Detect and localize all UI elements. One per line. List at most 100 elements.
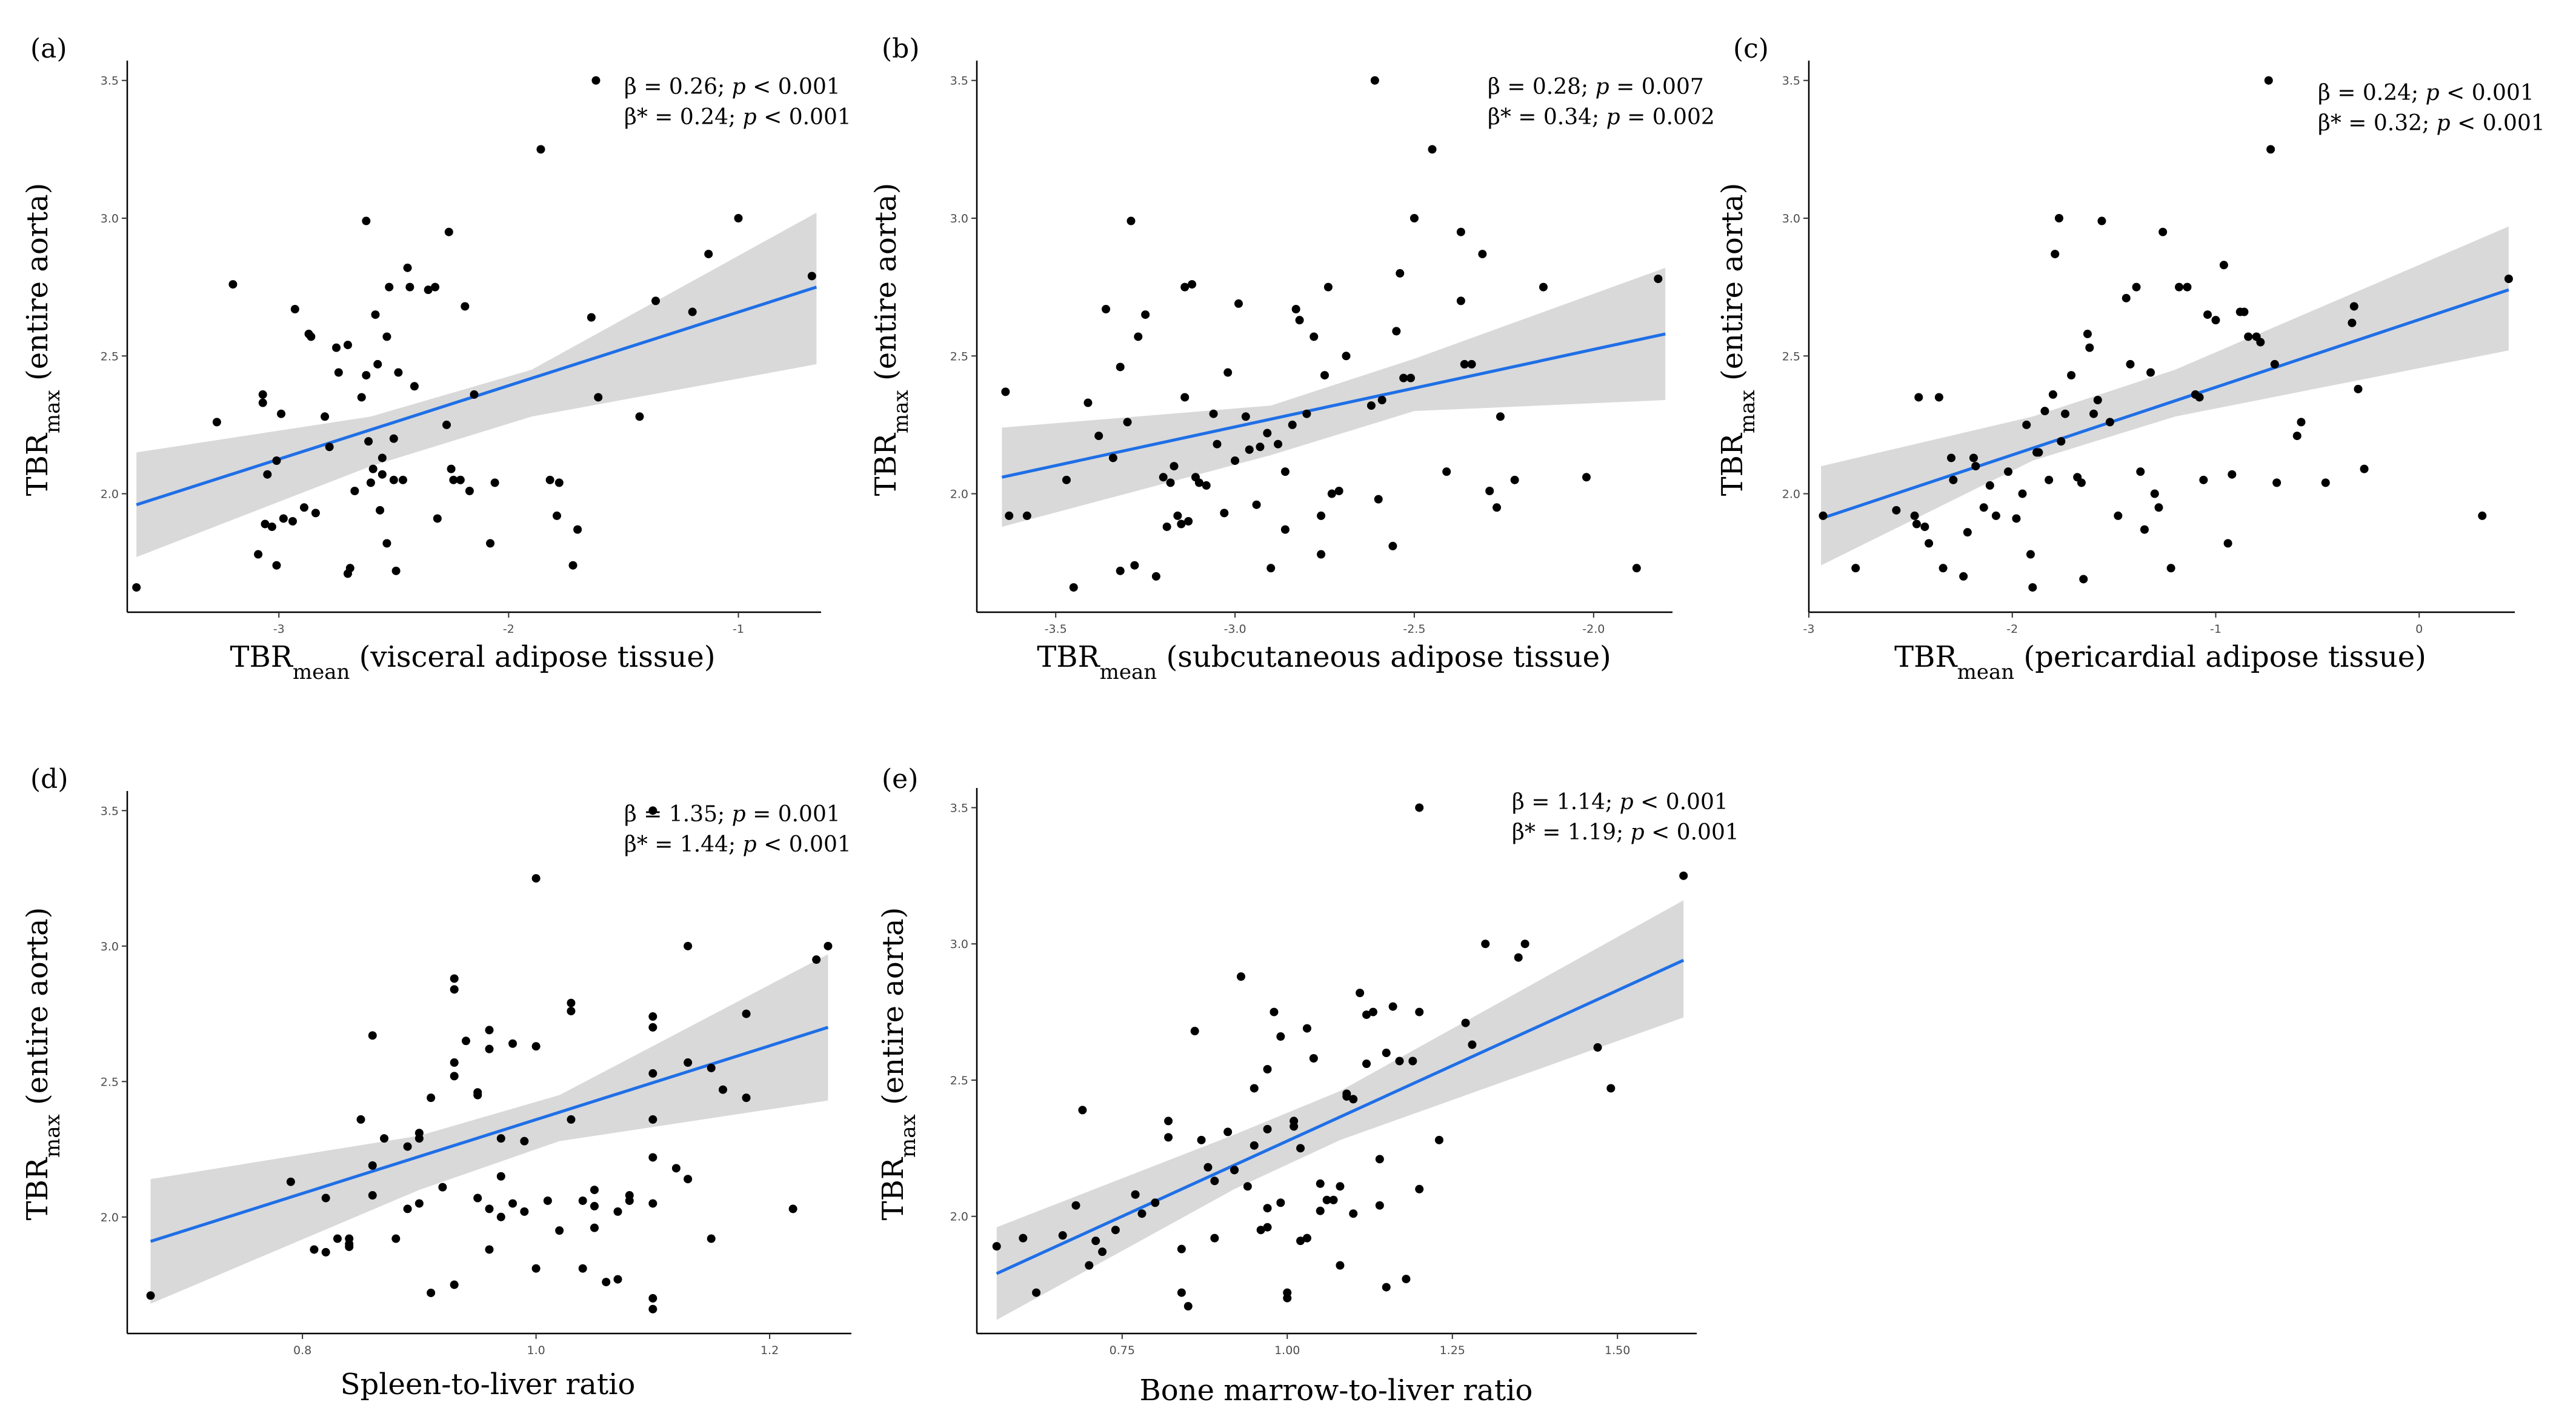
data-point [1949,475,1958,484]
data-point [2079,575,2088,584]
data-point [496,1134,505,1143]
data-point [1392,327,1401,336]
data-point [648,1115,657,1124]
y-axis-title-rest: (entire aorta) [21,907,55,1115]
data-point [1001,387,1010,396]
y-tick-label: 3.5 [1782,75,1800,88]
data-point [1979,503,1988,512]
stat-beta-star: β* = 1.19; p < 0.001 [1512,820,1739,845]
data-point [1539,282,1548,292]
data-point [2349,302,2358,311]
stat-beta-star: β* = 0.24; p < 0.001 [624,105,851,130]
data-point [578,1264,587,1273]
stat-beta-p: p [732,75,746,99]
data-point [1377,396,1386,404]
data-point [2354,384,2363,393]
data-point [1317,550,1326,559]
stat-beta-star-rest: < 0.001 [757,105,851,130]
data-point [1188,280,1197,289]
data-point [2266,145,2275,154]
data-point [2297,418,2306,427]
stat-beta-rest: < 0.001 [1634,790,1728,815]
x-axis-title-main: Bone marrow-to-liver ratio [1140,1374,1533,1407]
regression-line [1820,288,2509,520]
data-point [567,998,576,1007]
data-point [1276,1032,1285,1041]
data-point [378,453,387,462]
data-point [486,539,495,548]
confidence-band [1821,226,2509,566]
y-tick-label: 2.0 [950,1210,968,1224]
data-point [442,420,451,429]
data-point [1236,972,1245,981]
data-point [450,974,459,983]
data-point [812,955,821,964]
data-point [1406,373,1416,382]
stat-beta-star: β* = 0.34; p = 0.002 [1488,105,1715,130]
data-point [1296,1237,1305,1246]
data-point [1263,1124,1272,1133]
stat-beta-star-part: β* = 1.44; [624,832,743,857]
stat-beta-star-part: β* = 0.32; [2318,111,2437,136]
data-point [310,1245,319,1254]
data-point [1234,299,1243,308]
data-point [1478,250,1487,259]
data-point [1947,453,1956,462]
data-point [1461,1018,1470,1027]
data-point [473,1193,482,1203]
data-point [366,478,375,487]
stat-beta: β = 0.28; p = 0.007 [1488,75,1704,99]
data-point [2105,418,2114,427]
data-point [1032,1288,1041,1297]
data-point [1934,393,1943,402]
data-point [2348,318,2357,327]
data-point [450,1280,459,1289]
x-tick-label: -3.5 [1045,623,1067,636]
y-tick-label: 2.0 [101,1211,119,1224]
x-axis-title: Bone marrow-to-liver ratio [1140,1374,1533,1407]
data-point [590,1201,599,1210]
stat-beta-p: p [1620,790,1634,815]
stat-beta-rest: = 0.001 [746,802,840,827]
x-tick-label: 0.8 [293,1344,311,1357]
data-point [212,418,221,427]
data-point [718,1085,727,1094]
data-point [1969,453,1978,462]
y-tick-label: 3.5 [950,75,968,88]
data-point [1593,1043,1602,1052]
data-point [1382,1283,1391,1292]
data-point [410,382,419,391]
data-point [1493,503,1502,512]
data-point [520,1137,529,1146]
data-point [625,1196,634,1205]
data-point [345,1242,354,1251]
data-point [2048,390,2057,399]
data-point [2067,371,2076,380]
data-point [1116,566,1125,575]
data-point [807,272,816,281]
data-point [688,307,697,316]
data-point [1316,1179,1325,1188]
data-point [321,1193,330,1203]
data-point [1252,500,1261,509]
data-point [590,1186,599,1195]
data-point [508,1199,518,1208]
data-point [1296,1144,1305,1153]
data-point [1288,420,1297,429]
data-point [648,1023,657,1032]
data-point [2045,475,2054,484]
data-point [1209,409,1218,418]
data-point [1141,310,1150,319]
stat-beta: β = 1.14; p < 0.001 [1512,790,1728,815]
data-point [1310,332,1319,341]
data-point [1180,393,1190,402]
data-point [456,475,465,484]
stat-beta-rest: < 0.001 [2440,81,2534,105]
data-point [1243,1182,1252,1191]
data-point [362,371,371,380]
data-point [1091,1237,1100,1246]
y-axis-title: TBRmax (entire aorta) [21,907,65,1221]
data-point [1270,1007,1279,1016]
data-point [1302,1233,1311,1243]
